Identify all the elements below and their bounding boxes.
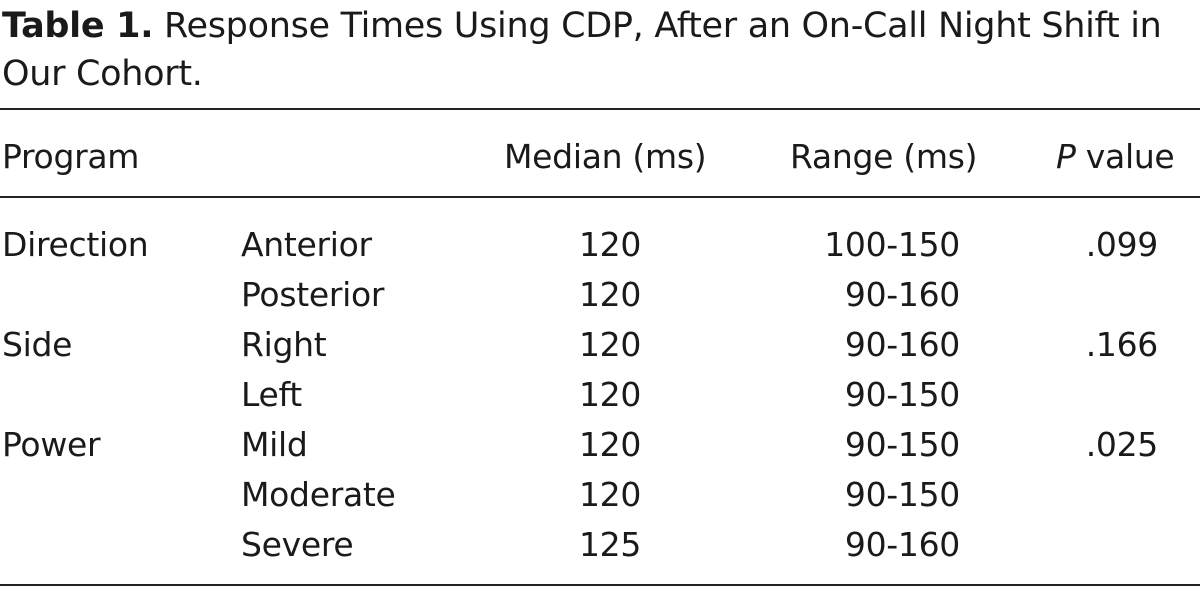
row-median: 120 bbox=[578, 275, 642, 314]
row-median: 120 bbox=[578, 375, 642, 414]
row-range: 90-160 bbox=[844, 525, 960, 564]
header-rule bbox=[0, 196, 1200, 198]
row-p-value: .166 bbox=[1085, 325, 1159, 364]
row-subgroup: Posterior bbox=[241, 275, 385, 314]
header-program: Program bbox=[2, 137, 140, 176]
row-group: Side bbox=[2, 325, 73, 364]
row-range: 100-150 bbox=[824, 225, 960, 264]
table-title: Response Times Using CDP, After an On-Ca… bbox=[2, 6, 1162, 94]
row-group: Power bbox=[2, 425, 101, 464]
row-p-value: .025 bbox=[1085, 425, 1159, 464]
row-median: 120 bbox=[578, 225, 642, 264]
row-median: 125 bbox=[578, 525, 642, 564]
row-subgroup: Moderate bbox=[241, 475, 396, 514]
bottom-rule bbox=[0, 584, 1200, 586]
row-group: Direction bbox=[2, 225, 149, 264]
header-p-word: value bbox=[1075, 137, 1175, 176]
row-median: 120 bbox=[578, 475, 642, 514]
row-median: 120 bbox=[578, 325, 642, 364]
row-subgroup: Anterior bbox=[241, 225, 372, 264]
row-median: 120 bbox=[578, 425, 642, 464]
row-range: 90-150 bbox=[844, 375, 960, 414]
row-range: 90-150 bbox=[844, 425, 960, 464]
header-median: Median (ms) bbox=[504, 137, 707, 176]
header-range: Range (ms) bbox=[790, 137, 978, 176]
row-subgroup: Right bbox=[241, 325, 327, 364]
row-range: 90-160 bbox=[844, 275, 960, 314]
row-subgroup: Left bbox=[241, 375, 302, 414]
row-p-value: .099 bbox=[1085, 225, 1159, 264]
header-p-value: P value bbox=[1056, 137, 1175, 177]
table-label: Table 1. bbox=[2, 6, 154, 46]
header-p-symbol: P bbox=[1056, 137, 1076, 176]
row-range: 90-160 bbox=[844, 325, 960, 364]
top-rule bbox=[0, 108, 1200, 110]
row-subgroup: Mild bbox=[241, 425, 308, 464]
row-subgroup: Severe bbox=[241, 525, 354, 564]
row-range: 90-150 bbox=[844, 475, 960, 514]
table-caption: Table 1. Response Times Using CDP, After… bbox=[2, 2, 1198, 98]
